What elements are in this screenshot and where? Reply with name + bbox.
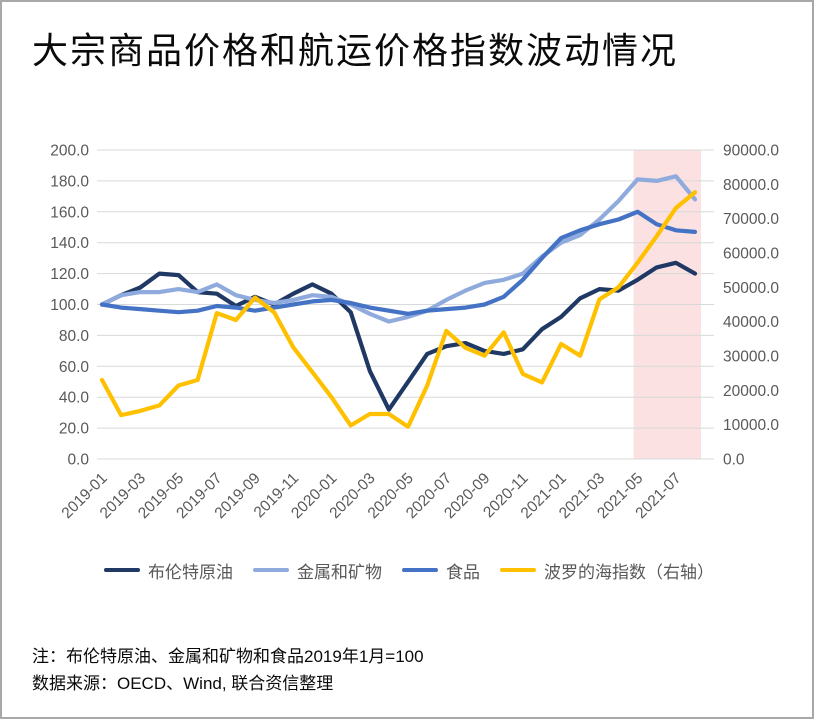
right-axis-tick-label: 60000.0: [723, 246, 779, 263]
chart-legend: 布伦特原油 金属和矿物 食品 波罗的海指数（右轴）: [2, 554, 812, 586]
right-axis-tick-label: 10000.0: [723, 417, 779, 434]
legend-label-brent: 布伦特原油: [148, 562, 233, 582]
left-axis-tick-label: 120.0: [50, 266, 89, 283]
left-axis-tick-label: 20.0: [59, 421, 90, 438]
right-axis-tick-label: 50000.0: [723, 280, 779, 297]
legend-item-brent: 布伦特原油: [104, 558, 233, 583]
chart-title: 大宗商品价格和航运价格指数波动情况: [32, 30, 679, 71]
legend-label-baltic: 波罗的海指数（右轴）: [544, 562, 714, 582]
left-axis-tick-label: 40.0: [59, 390, 90, 407]
series-line-0: [99, 260, 698, 412]
left-axis-tick-label: 100.0: [50, 297, 89, 314]
legend-item-baltic: 波罗的海指数（右轴）: [500, 558, 714, 583]
legend-item-metals: 金属和矿物: [253, 558, 382, 583]
left-axis-tick-label: 0.0: [67, 452, 89, 469]
legend-label-food: 食品: [446, 562, 480, 582]
right-axis-tick-label: 0.0: [723, 452, 745, 469]
left-axis-tick-label: 60.0: [59, 359, 90, 376]
left-axis-tick-label: 200.0: [50, 143, 89, 160]
legend-item-food: 食品: [402, 558, 480, 583]
series-line-2: [99, 209, 698, 316]
legend-swatch-food: [402, 568, 438, 572]
left-axis-tick-label: 180.0: [50, 173, 89, 190]
left-axis-tick-label: 140.0: [50, 235, 89, 252]
footnote-definition: 注：布伦特原油、金属和矿物和食品2019年1月=100: [32, 647, 424, 666]
right-axis-tick-label: 40000.0: [723, 314, 779, 331]
legend-swatch-metals: [253, 568, 289, 572]
series-line-3: [99, 190, 698, 429]
right-axis-tick-label: 90000.0: [723, 143, 779, 160]
legend-swatch-baltic: [500, 568, 536, 572]
right-axis-tick-label: 80000.0: [723, 177, 779, 194]
left-axis-tick-label: 80.0: [59, 328, 90, 345]
footnote-source: 数据来源：OECD、Wind, 联合资信整理: [32, 674, 334, 693]
left-axis-tick-label: 160.0: [50, 204, 89, 221]
right-axis-tick-label: 20000.0: [723, 383, 779, 400]
legend-label-metals: 金属和矿物: [297, 562, 382, 582]
series-line-1: [99, 174, 698, 324]
legend-swatch-brent: [104, 568, 140, 572]
right-axis-tick-label: 70000.0: [723, 211, 779, 228]
chart-plot-area: 200.0 180.0 160.0 140.0 120.0 100.0 80.0 60.0 40…: [50, 143, 779, 523]
right-axis-tick-label: 30000.0: [723, 349, 779, 366]
footnotes: 注：布伦特原油、金属和矿物和食品2019年1月=100 数据来源：OECD、Wi…: [32, 643, 792, 697]
